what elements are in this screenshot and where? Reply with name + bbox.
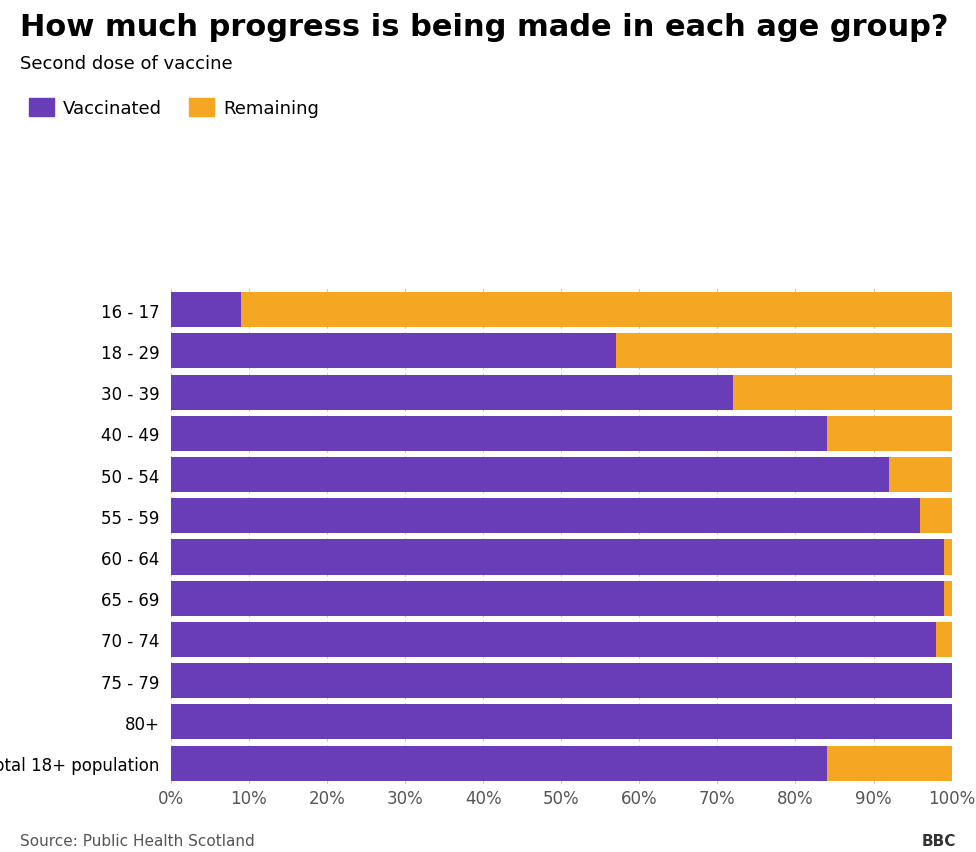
Bar — [936, 622, 952, 657]
Bar — [827, 417, 952, 452]
Bar — [827, 746, 952, 780]
Bar — [171, 375, 733, 410]
Text: Second dose of vaccine: Second dose of vaccine — [20, 55, 232, 73]
Bar — [171, 622, 936, 657]
Bar — [171, 705, 952, 740]
Bar — [171, 334, 616, 369]
Bar — [920, 498, 952, 533]
Bar — [616, 334, 952, 369]
Bar — [241, 293, 952, 328]
Bar — [171, 664, 952, 699]
Legend: Vaccinated, Remaining: Vaccinated, Remaining — [28, 99, 319, 118]
Text: How much progress is being made in each age group?: How much progress is being made in each … — [20, 13, 948, 42]
Bar — [171, 498, 920, 533]
Bar — [889, 458, 952, 492]
Text: BBC: BBC — [922, 832, 956, 848]
Bar — [171, 746, 827, 780]
Bar — [171, 540, 944, 575]
Bar — [733, 375, 952, 410]
Bar — [171, 581, 944, 616]
Bar — [171, 293, 241, 328]
Text: Source: Public Health Scotland: Source: Public Health Scotland — [20, 832, 255, 848]
Bar — [944, 581, 952, 616]
Bar — [171, 458, 889, 492]
Bar — [944, 540, 952, 575]
Bar — [171, 417, 827, 452]
